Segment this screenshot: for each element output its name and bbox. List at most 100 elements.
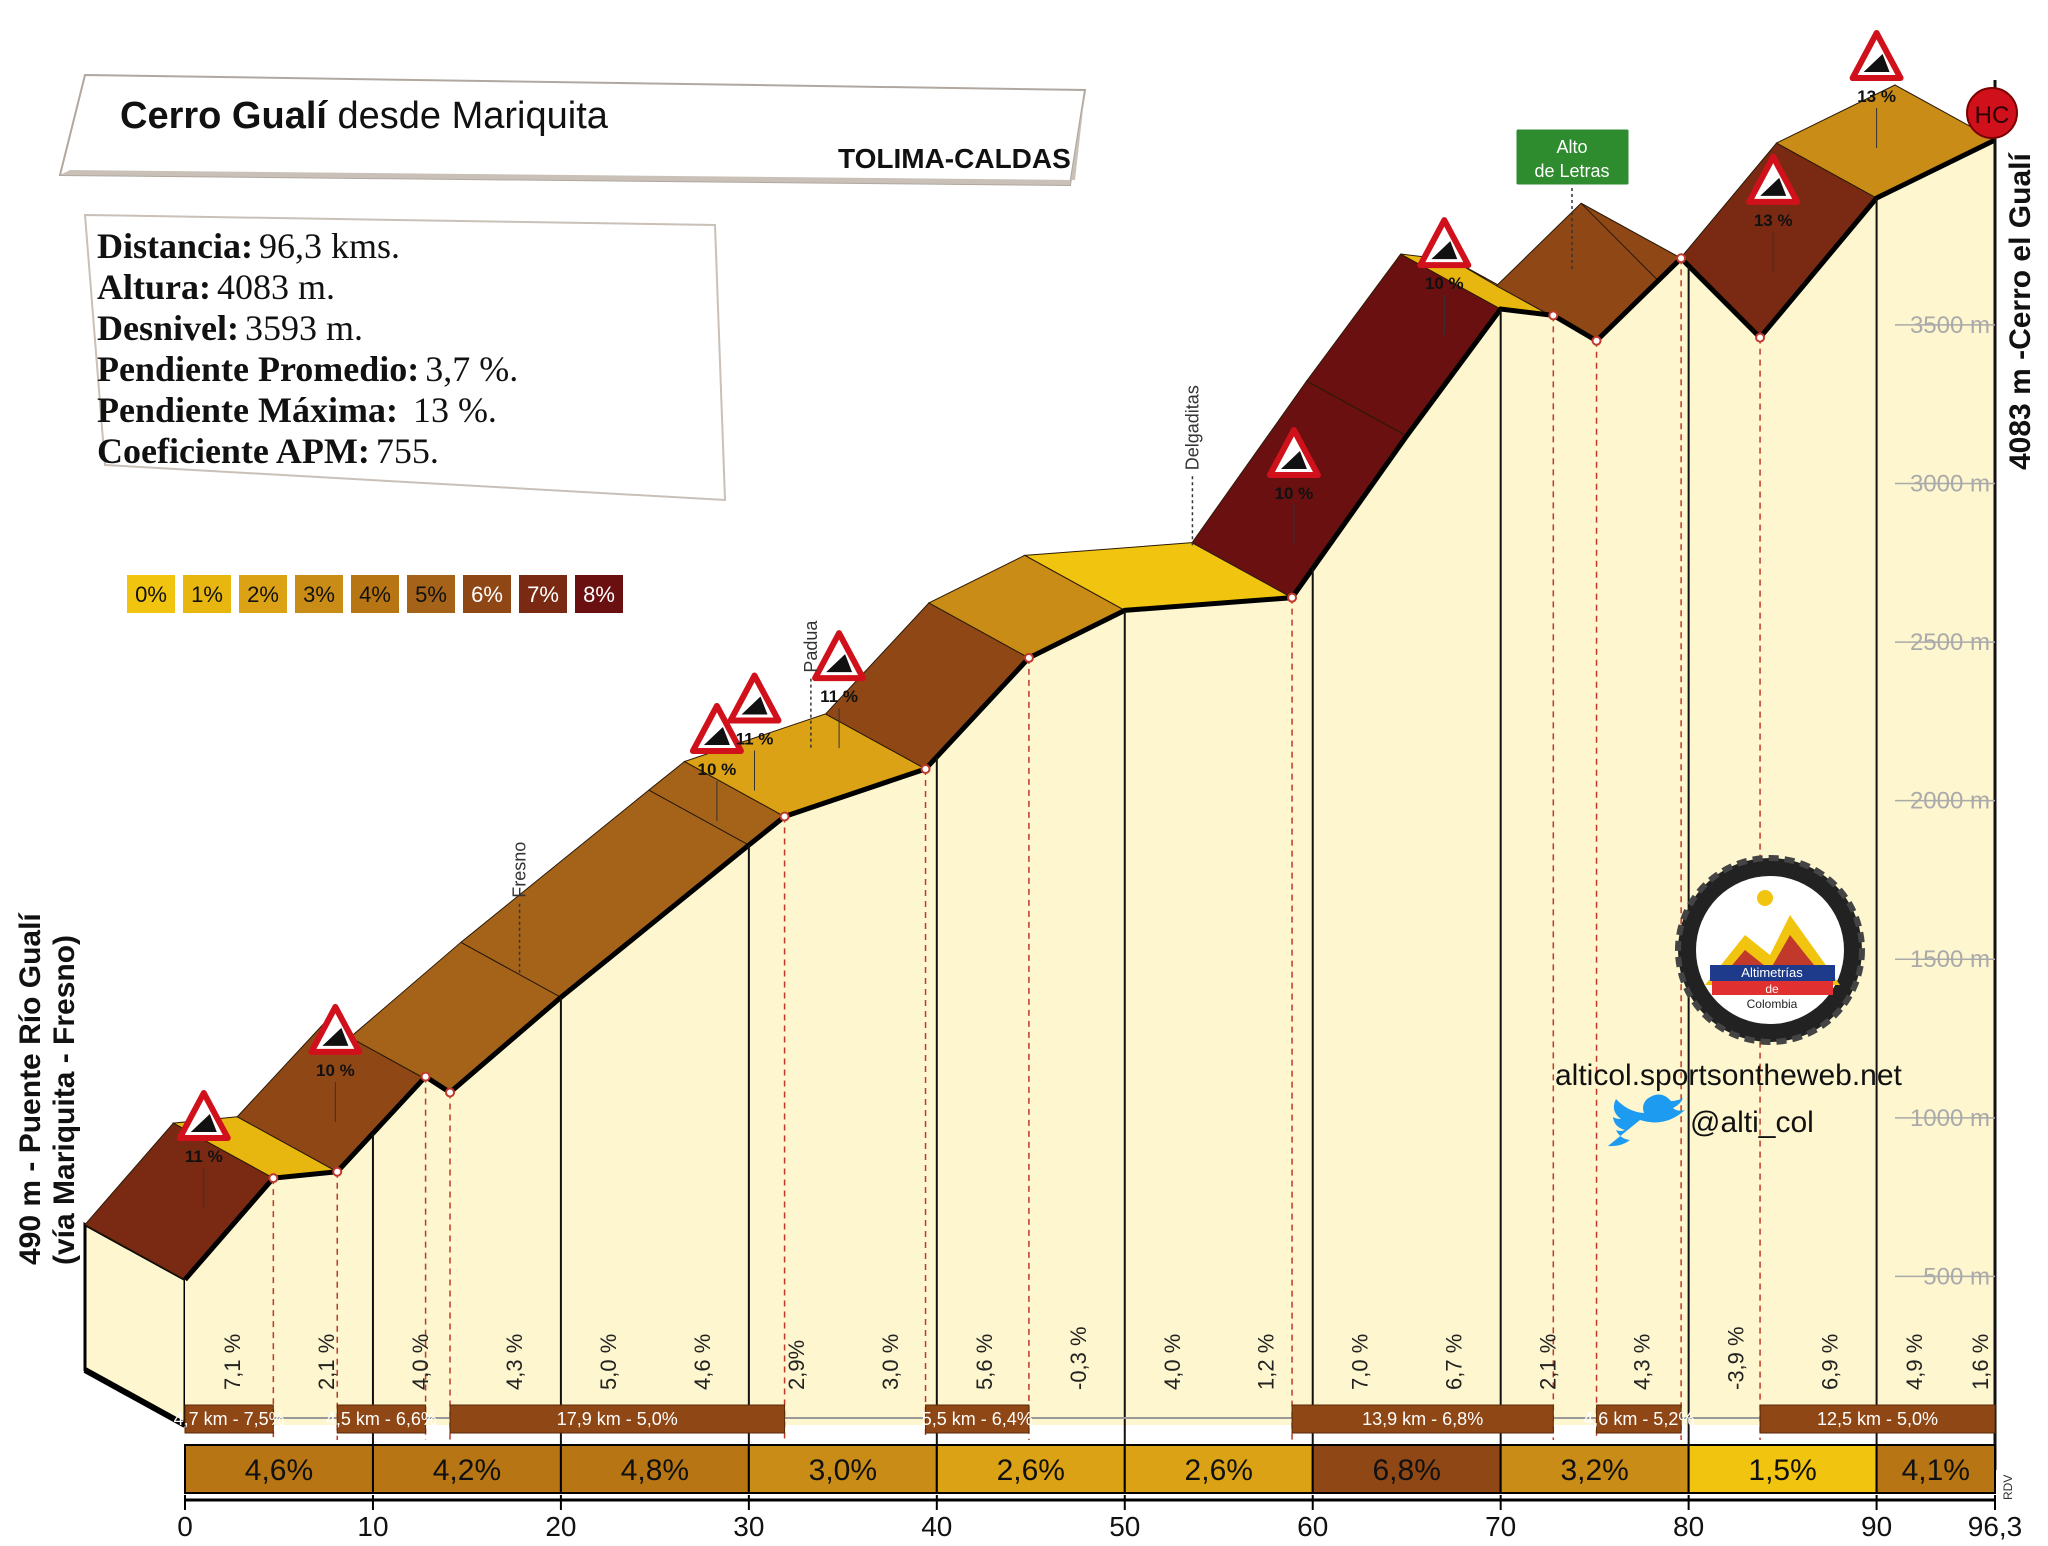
ten-km-avg-box <box>1875 1444 1996 1494</box>
ten-km-avg-box <box>1499 1444 1690 1494</box>
max-gradient-label: 10 % <box>698 760 737 779</box>
ten-km-avg-box <box>559 1444 750 1494</box>
ten-km-avg-label: 4,1% <box>1902 1454 1970 1487</box>
slope-glyph <box>190 1113 217 1132</box>
slope-glyph <box>1431 241 1458 260</box>
km-gradient-label: 4,6 % <box>690 1334 715 1390</box>
ten-km-avg-label: 3,0% <box>809 1454 877 1487</box>
ten-km-avg-label: 4,8% <box>621 1454 689 1487</box>
km-gradient-label: 4,3 % <box>502 1334 527 1390</box>
max-gradient-label: 11 % <box>185 1147 223 1166</box>
legend-swatch <box>351 575 399 613</box>
stat-label: Altura: <box>97 267 211 307</box>
legend-label: 4% <box>359 582 391 607</box>
twitter-icon <box>1608 1094 1685 1147</box>
legend-swatch <box>295 575 343 613</box>
legend-label: 6% <box>471 582 503 607</box>
website-url[interactable]: alticol.sportsontheweb.net <box>1555 1059 1903 1092</box>
slope-glyph <box>322 1027 349 1046</box>
svg-text:HC: HC <box>1975 102 2010 129</box>
gradient-legend: 0% 1% 2% 3% 4% 5% 6% 7% 8% <box>127 575 623 613</box>
x-tick-label: 96,3 <box>1968 1511 2023 1542</box>
stat-row: Pendiente Máxima: 13 %. <box>97 390 497 430</box>
km-gradient-label: 6,9 % <box>1818 1334 1843 1390</box>
climb-marker <box>1023 652 1034 663</box>
x-tick-label: 80 <box>1673 1511 1704 1542</box>
climb-marker <box>1548 310 1559 321</box>
x-tick-label: 60 <box>1297 1511 1328 1542</box>
warning-sign-icon <box>812 630 867 682</box>
stat-value: 13 %. <box>404 390 497 430</box>
svg-text:Alto: Alto <box>1556 137 1587 157</box>
stat-value: 96,3 kms. <box>259 226 400 266</box>
profile-base-edge <box>83 1367 187 1428</box>
km-gradient-label: 2,1 % <box>1536 1334 1561 1390</box>
km-gradient-label: 4,9 % <box>1902 1334 1927 1390</box>
stat-row: Desnivel: 3593 m. <box>97 308 363 348</box>
climb-marker <box>268 1173 279 1184</box>
y-tick-label: 3500 m <box>1910 312 1990 339</box>
stat-row: Coeficiente APM: 755. <box>97 431 439 471</box>
stat-value: 3593 m. <box>245 308 363 348</box>
ten-km-avg-box <box>1311 1444 1502 1494</box>
climb-bar <box>1596 1404 1682 1434</box>
legend-label: 8% <box>583 582 615 607</box>
climb-bar <box>1291 1404 1554 1434</box>
stat-value: 3,7 %. <box>425 349 518 389</box>
ten-km-avg-label: 4,2% <box>433 1454 501 1487</box>
slope-glyph <box>1280 451 1307 470</box>
km-gradient-label: 2,1 % <box>314 1334 339 1390</box>
km-gradient-label: 1,2 % <box>1254 1334 1279 1390</box>
svg-text:@alti_col: @alti_col <box>1690 1106 1814 1139</box>
km-gradient-label: 1,6 % <box>1968 1334 1993 1390</box>
climb-marker <box>1676 253 1687 264</box>
km-gradient-label: 5,0 % <box>596 1334 621 1390</box>
km-gradient-label: -0,3 % <box>1066 1326 1091 1390</box>
stat-row: Pendiente Promedio: 3,7 %. <box>97 349 518 389</box>
km-gradient-label: 4,3 % <box>1630 1334 1655 1390</box>
max-gradient-label: 10 % <box>1425 274 1464 293</box>
climb-bar-label: 17,9 km - 5,0% <box>557 1409 678 1429</box>
climb-bar <box>184 1404 274 1434</box>
max-gradient-label: 13 % <box>1857 87 1896 106</box>
max-gradient-label: 13 % <box>1754 211 1793 230</box>
climb-marker <box>1755 332 1766 343</box>
y-tick-label: 1000 m <box>1910 1105 1990 1132</box>
legend-label: 0% <box>135 582 167 607</box>
km-gradient-label: 7,0 % <box>1348 1334 1373 1390</box>
stat-label: Desnivel: <box>97 308 239 348</box>
slope-glyph <box>1863 54 1890 73</box>
svg-text:de Letras: de Letras <box>1534 161 1609 181</box>
ten-km-avg-label: 6,8% <box>1373 1454 1441 1487</box>
km-gradient-label: -3,9 % <box>1724 1326 1749 1390</box>
stat-label: Coeficiente APM: <box>97 431 370 471</box>
title-rest: desde Mariquita <box>327 95 609 137</box>
stat-value: 755. <box>376 431 439 471</box>
ten-km-avg-label: 3,2% <box>1560 1454 1628 1487</box>
climb-bar-label: 4,7 km - 7,5% <box>174 1409 285 1429</box>
climb-bar-label: 4,5 km - 6,6% <box>326 1409 437 1429</box>
ten-km-avg-label: 2,6% <box>1185 1454 1253 1487</box>
legend-swatch <box>463 575 511 613</box>
legend-swatch <box>519 575 567 613</box>
x-tick-label: 40 <box>921 1511 952 1542</box>
x-tick-label: 20 <box>545 1511 576 1542</box>
end-label: 4083 m -Cerro el Gualí <box>2004 152 2037 470</box>
legend-label: 3% <box>303 582 335 607</box>
stat-label: Distancia: <box>97 226 253 266</box>
climb-bar-label: 4,6 km - 5,2% <box>1583 1409 1694 1429</box>
climb-bar-label: 12,5 km - 5,0% <box>1817 1409 1938 1429</box>
twitter-handle[interactable]: @alti_col <box>1608 1094 1814 1147</box>
km-gradient-label: 2,9% <box>784 1340 809 1390</box>
ten-km-avg-box <box>371 1444 562 1494</box>
title-banner: Cerro Gualí desde Mariquita TOLIMA-CALDA… <box>58 73 1087 187</box>
warning-sign-icon <box>689 702 744 754</box>
climb-bar <box>925 1404 1030 1434</box>
ten-km-avg-box <box>1687 1444 1878 1494</box>
climb-marker <box>332 1166 343 1177</box>
svg-text:Cerro Gualí desde Mariquita: Cerro Gualí desde Mariquita <box>120 95 609 137</box>
ten-km-avg-box <box>184 1444 374 1494</box>
ten-km-avg-box <box>1123 1444 1314 1494</box>
town-label: Padua <box>801 620 821 673</box>
max-gradient-label: 11 % <box>736 730 774 749</box>
